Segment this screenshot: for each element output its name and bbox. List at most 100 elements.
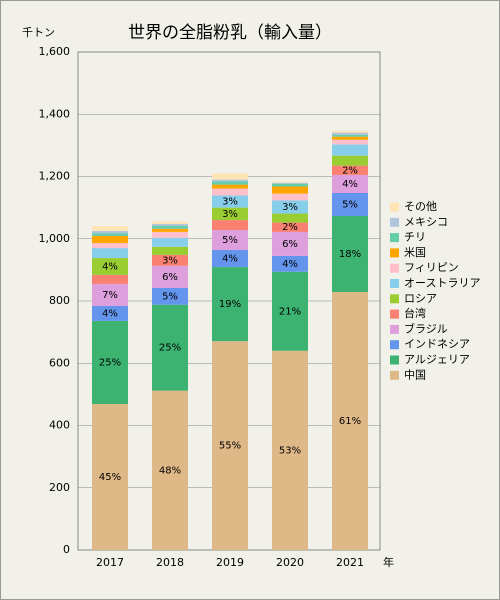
x-tick-label: 2021 [336,556,364,569]
bar-segment [272,181,308,183]
bar-segment [332,139,368,145]
legend-label: ロシア [404,292,437,305]
data-label: 21% [279,306,301,317]
bar-segment [212,173,248,180]
bar-segment [152,390,188,550]
legend-swatch [390,309,399,319]
legend-label: ブラジル [404,321,448,335]
x-tick-label: 2019 [216,556,244,569]
data-label: 5% [342,200,358,211]
x-tick-label: 2017 [96,556,124,569]
chart-title: 世界の全脂粉乳（輸入量） [128,23,332,43]
legend-swatch [390,279,399,288]
bar-segment [272,183,308,187]
legend-label: メキシコ [404,215,448,228]
bar-segment [272,182,308,184]
bar-segment [92,233,128,236]
x-axis-label: 年 [383,555,394,569]
bar-segment [272,200,308,214]
legend-swatch [390,370,399,380]
data-label: 5% [162,291,178,302]
bar-segment [92,258,128,275]
bar-segment [212,220,248,231]
bar-segment [332,144,368,156]
bar-segment [92,305,128,321]
data-label: 2% [342,165,358,176]
data-label: 19% [219,299,241,310]
data-label: 25% [99,357,121,368]
bar-segment [212,267,248,342]
data-label: 4% [342,179,358,190]
bar-segment [152,225,188,229]
bar-segment [332,132,368,135]
data-label: 7% [102,290,118,301]
bar-segment [272,350,308,550]
data-label: 55% [219,441,241,452]
y-axis-label: 千トン [22,26,55,39]
legend-label: その他 [404,200,437,213]
bar-segment [92,274,128,284]
legend-swatch [390,233,399,243]
bar-segment [92,320,128,405]
bar-segment [212,181,248,185]
data-label: 4% [102,261,118,272]
bar-segment [92,283,128,306]
data-label: 4% [282,259,298,270]
y-tick-label: 0 [63,543,70,556]
bar-segment [272,186,308,194]
legend-swatch [390,248,399,258]
data-label: 2% [282,222,298,233]
bar-segment [212,249,248,268]
y-tick-label: 600 [49,356,70,369]
bar-segment [212,184,248,189]
bar-segment [272,255,308,272]
bar-segment [152,237,188,247]
legend-swatch [390,355,399,365]
bar-segment [332,134,368,137]
legend-swatch [390,202,399,212]
bar-segment [212,188,248,196]
y-tick-label: 800 [49,294,70,307]
data-label: 4% [222,254,238,265]
bar-segment [92,230,128,234]
y-tick-label: 1,400 [39,107,71,120]
bar-segment [332,155,368,166]
bar-segment [152,254,188,266]
x-tick-label: 2018 [156,556,184,569]
legend-swatch [390,294,399,304]
bar-segment [272,271,308,351]
bar-segment [332,216,368,292]
bar-segment [272,222,308,232]
bar-segment [92,225,128,231]
y-tick-label: 200 [49,481,70,494]
bar-segment [152,265,188,288]
legend-label: 台湾 [404,306,426,320]
y-tick-label: 1,000 [39,232,71,245]
data-label: 18% [339,249,361,260]
bar-segment [92,235,128,244]
bar-segment [152,287,188,305]
legend-label: アルジェリア [404,353,470,366]
bar-segment [332,165,368,175]
y-tick-label: 400 [49,419,70,432]
bar-segment [152,221,188,224]
data-label: 48% [159,465,181,476]
bar-segment [152,246,188,255]
legend-swatch [390,324,399,334]
data-label: 6% [282,239,298,250]
data-label: 3% [162,255,178,266]
bar-segment [332,174,368,193]
legend-swatch [390,263,399,273]
bar-segment [272,193,308,201]
bar-segment [332,130,368,133]
data-label: 6% [162,272,178,283]
legend-label: インドネシア [404,338,470,351]
bar-segment [272,231,308,256]
bar-segment [92,248,128,259]
bar-segment [92,404,128,550]
y-tick-label: 1,200 [39,170,71,183]
bar-segment [152,304,188,391]
legend-label: 米国 [404,246,426,259]
data-label: 53% [279,445,301,456]
